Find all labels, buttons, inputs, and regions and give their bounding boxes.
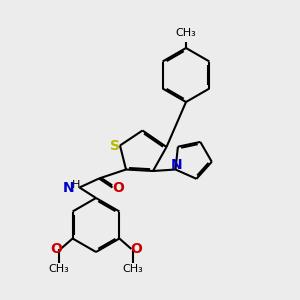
Text: N: N: [171, 158, 183, 172]
Text: CH₃: CH₃: [49, 263, 70, 274]
Text: O: O: [130, 242, 142, 256]
Text: CH₃: CH₃: [176, 28, 197, 38]
Text: CH₃: CH₃: [122, 263, 143, 274]
Text: N: N: [63, 181, 75, 194]
Text: O: O: [50, 242, 62, 256]
Text: H: H: [72, 179, 80, 190]
Text: S: S: [110, 139, 120, 152]
Text: O: O: [112, 181, 124, 194]
